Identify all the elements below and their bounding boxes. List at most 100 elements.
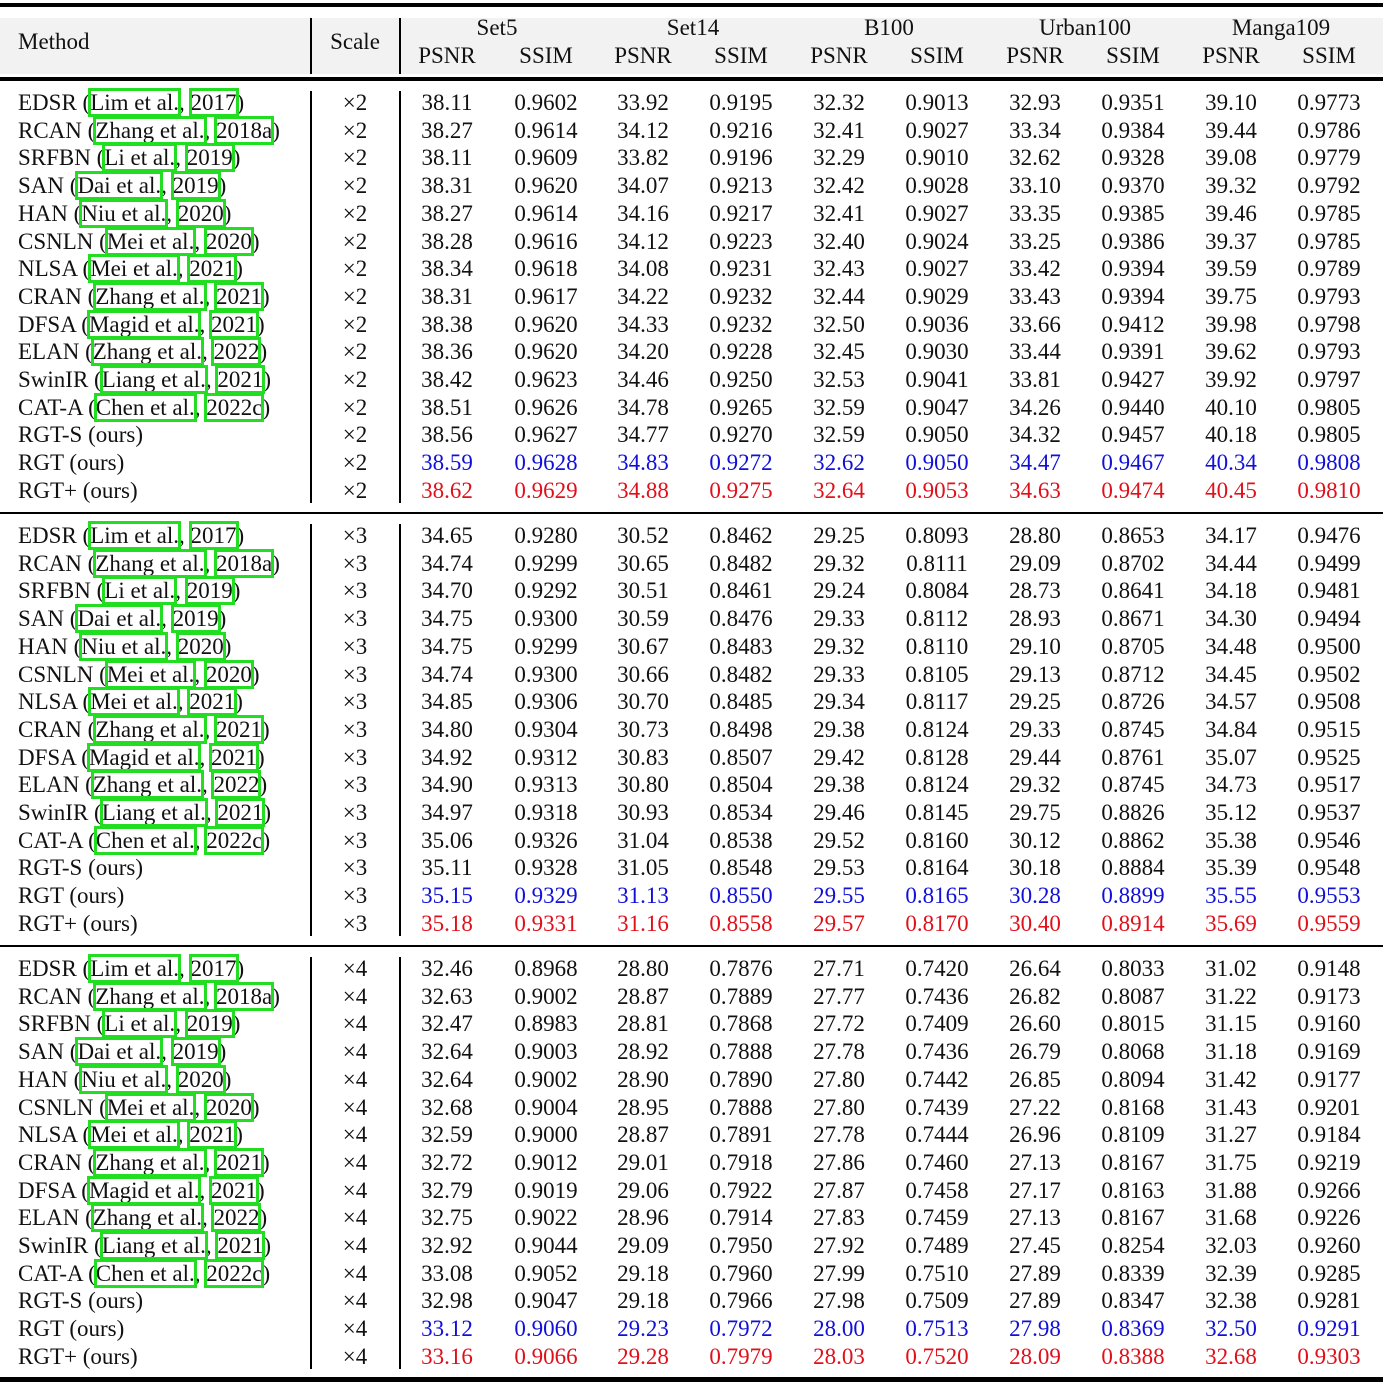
- citation-author-link[interactable]: Lim et al.: [88, 521, 181, 550]
- citation-author-link[interactable]: Chen et al.: [93, 392, 197, 422]
- citation-author-link[interactable]: Li et al.: [102, 143, 178, 173]
- citation-author-link[interactable]: Mei et al.: [88, 254, 180, 284]
- method-name: RGT+ (ours): [18, 477, 138, 505]
- citation-author-link[interactable]: Lim et al.: [88, 88, 181, 117]
- citation-author-link[interactable]: Zhang et al.: [90, 337, 204, 367]
- citation-author-link[interactable]: Magid et al.: [86, 1175, 202, 1205]
- citation-year-link[interactable]: 2018a: [214, 548, 275, 578]
- method-label: HAN: [18, 633, 68, 659]
- ssim-value: 0.7960: [709, 1260, 773, 1286]
- citation-author-link[interactable]: Li et al.: [102, 1009, 178, 1039]
- citation-year-link[interactable]: 2017: [188, 88, 239, 117]
- ssim-value: 0.8124: [905, 716, 969, 742]
- citation-year-link[interactable]: 2020: [175, 1064, 226, 1094]
- ssim-value: 0.8339: [1101, 1260, 1165, 1286]
- citation-year-link[interactable]: 2022c: [204, 825, 265, 855]
- psnr-value: 29.25: [1009, 689, 1061, 715]
- ssim-value: 0.9810: [1297, 477, 1361, 503]
- citation-year-link[interactable]: 2021: [215, 1231, 266, 1260]
- ssim-value: 0.8507: [709, 744, 773, 770]
- citation-author-link[interactable]: Mei et al.: [104, 1092, 197, 1122]
- citation-year-link[interactable]: 2019: [170, 1037, 221, 1067]
- citation-author-link[interactable]: Zhang et al.: [90, 1203, 204, 1233]
- citation-year-link[interactable]: 2021: [215, 798, 266, 827]
- citation-year-link[interactable]: 2019: [184, 1009, 235, 1039]
- citation-year-link[interactable]: 2020: [203, 1092, 254, 1122]
- citation-year-link[interactable]: 2021: [187, 687, 238, 717]
- citation-author-link[interactable]: Zhang et al.: [93, 281, 207, 311]
- citation-year-link[interactable]: 2020: [203, 659, 254, 689]
- citation-author-link[interactable]: Niu et al.: [79, 1064, 169, 1094]
- citation-year-link[interactable]: 2021: [214, 281, 265, 311]
- ssim-value: 0.9792: [1297, 173, 1361, 199]
- ssim-value: 0.9213: [709, 173, 773, 199]
- ssim-value: 0.8015: [1101, 1011, 1165, 1037]
- method-label: SAN: [18, 1039, 65, 1065]
- citation-author-link[interactable]: Zhang et al.: [93, 1147, 207, 1177]
- citation-year-link[interactable]: 2022: [211, 337, 262, 367]
- citation-author-link[interactable]: Mei et al.: [104, 659, 197, 689]
- citation-year-link[interactable]: 2019: [184, 143, 235, 173]
- table-row: NLSA (Mei et al., 2021) ×4 32.59 0.9000 28.8…: [0, 1120, 1383, 1150]
- citation-year-link[interactable]: 2019: [184, 576, 235, 606]
- citation-year-link[interactable]: 2022: [211, 1203, 262, 1233]
- citation-author-link[interactable]: Chen et al.: [93, 825, 197, 855]
- citation-author-link[interactable]: Zhang et al.: [93, 981, 207, 1011]
- citation-year-link[interactable]: 2022: [211, 770, 262, 800]
- citation-author-link[interactable]: Niu et al.: [79, 631, 169, 661]
- citation-author-link[interactable]: Chen et al.: [93, 1258, 197, 1288]
- method-name: ELAN (Zhang et al., 2022): [18, 1203, 268, 1233]
- citation-author-link[interactable]: Liang et al.: [99, 365, 208, 394]
- scale-value: ×3: [342, 550, 368, 576]
- citation-author-link[interactable]: Liang et al.: [99, 798, 208, 827]
- citation-author-link[interactable]: Niu et al.: [79, 198, 169, 228]
- citation-year-link[interactable]: 2021: [215, 365, 266, 394]
- citation-year-link[interactable]: 2021: [187, 254, 238, 284]
- ssim-value: 0.9620: [514, 173, 578, 199]
- citation-author-link[interactable]: Mei et al.: [88, 687, 180, 717]
- citation-year-link[interactable]: 2021: [208, 1175, 259, 1205]
- section-scale-2: EDSR (Lim et al., 2017) ×2 38.11 0.9602 33.9…: [0, 88, 1383, 505]
- citation-author-link[interactable]: Zhang et al.: [93, 548, 207, 578]
- ssim-value: 0.9525: [1297, 744, 1361, 770]
- citation-author-link[interactable]: Dai et al.: [75, 604, 164, 634]
- citation-year-link[interactable]: 2021: [214, 1147, 265, 1177]
- table-row: RGT+ (ours) ×3 35.18 0.9331 31.16 0.8558 29.57…: [0, 910, 1383, 938]
- citation-year-link[interactable]: 2021: [208, 742, 259, 772]
- citation-author-link[interactable]: Magid et al.: [86, 309, 202, 339]
- citation-year-link[interactable]: 2019: [170, 604, 221, 634]
- ssim-value: 0.9785: [1297, 228, 1361, 254]
- citation-year-link[interactable]: 2020: [175, 198, 226, 228]
- psnr-value: 33.16: [421, 1343, 473, 1369]
- citation-year-link[interactable]: 2018a: [214, 981, 275, 1011]
- citation-year-link[interactable]: 2020: [175, 631, 226, 661]
- citation-year-link[interactable]: 2021: [214, 714, 265, 744]
- citation-year-link[interactable]: 2018a: [214, 115, 275, 145]
- psnr-value: 35.69: [1205, 910, 1257, 936]
- citation-year-link[interactable]: 2017: [188, 954, 239, 983]
- citation-year-link[interactable]: 2022c: [204, 1258, 265, 1288]
- citation-year-link[interactable]: 2017: [188, 521, 239, 550]
- citation-author-link[interactable]: Magid et al.: [86, 742, 202, 772]
- citation-author-link[interactable]: Mei et al.: [88, 1120, 180, 1150]
- ssim-value: 0.7914: [709, 1205, 773, 1231]
- citation-author-link[interactable]: Zhang et al.: [93, 115, 207, 145]
- citation-author-link[interactable]: Dai et al.: [75, 1037, 164, 1067]
- citation-year-link[interactable]: 2021: [208, 309, 259, 339]
- table-row: RGT (ours) ×2 38.59 0.9628 34.83 0.9272 32.62 0…: [0, 449, 1383, 477]
- method-name: HAN (Niu et al., 2020): [18, 1064, 232, 1094]
- citation-author-link[interactable]: Zhang et al.: [93, 714, 207, 744]
- psnr-value: 35.15: [421, 883, 473, 909]
- header-ssim: SSIM: [1302, 43, 1356, 68]
- citation-author-link[interactable]: Lim et al.: [88, 954, 181, 983]
- citation-author-link[interactable]: Mei et al.: [104, 226, 197, 256]
- citation-author-link[interactable]: Zhang et al.: [90, 770, 204, 800]
- citation-year-link[interactable]: 2020: [203, 226, 254, 256]
- citation-author-link[interactable]: Li et al.: [102, 576, 178, 606]
- method-label: RGT-S (ours): [18, 855, 144, 881]
- citation-year-link[interactable]: 2019: [170, 171, 221, 201]
- citation-year-link[interactable]: 2022c: [204, 392, 265, 422]
- citation-year-link[interactable]: 2021: [187, 1120, 238, 1150]
- citation-author-link[interactable]: Liang et al.: [99, 1231, 208, 1260]
- citation-author-link[interactable]: Dai et al.: [75, 171, 164, 201]
